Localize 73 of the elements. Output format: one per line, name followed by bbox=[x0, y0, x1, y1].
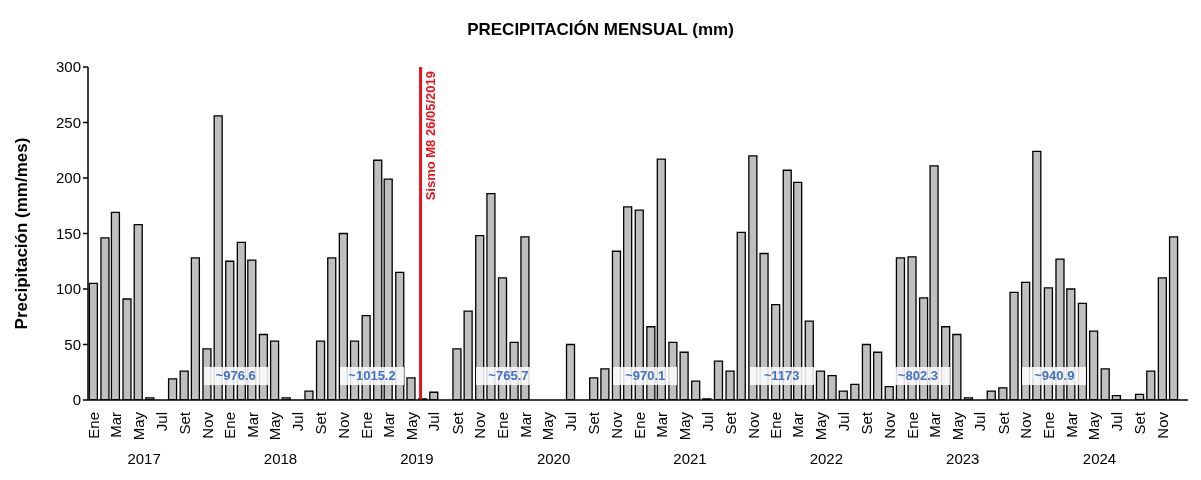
x-tick-label: Mar bbox=[379, 412, 397, 438]
text: 2024 bbox=[1081, 450, 1118, 467]
annotation: ~970.1 bbox=[613, 366, 678, 385]
x-tick-label: Nov bbox=[471, 411, 489, 439]
x-tick-label: Set bbox=[1131, 411, 1149, 435]
x-tick-label: Mar bbox=[653, 412, 671, 438]
x-tick-label: May bbox=[402, 411, 420, 441]
chart-title: PRECIPITACIÓN MENSUAL (mm) bbox=[466, 20, 735, 40]
x-tick-label: Ene bbox=[85, 412, 103, 439]
x-tick-label: Nov bbox=[744, 411, 762, 439]
x-tick-label: Nov bbox=[335, 411, 353, 439]
x-tick-label: Mar bbox=[925, 412, 943, 438]
x-tick-label: Nov bbox=[880, 411, 898, 439]
x-tick-label: Mar bbox=[789, 412, 807, 438]
x-tick-label: Set bbox=[312, 411, 330, 435]
annotation: ~1173 bbox=[749, 366, 814, 385]
x-tick-label: Nov bbox=[1017, 411, 1035, 439]
x-tick-label: Ene bbox=[357, 412, 375, 439]
x-tick-label: Jul bbox=[289, 412, 307, 432]
y-tick-label: 150 bbox=[55, 224, 81, 242]
x-tick-label: Ene bbox=[767, 412, 785, 439]
x-tick-label: Set bbox=[994, 411, 1012, 435]
x-tick-label: Ene bbox=[1040, 412, 1058, 439]
x-tick-label: Jul bbox=[425, 412, 443, 432]
y-tick-label: 0 bbox=[72, 391, 81, 409]
x-tick-label: Ene bbox=[630, 412, 648, 439]
x-tick-label: May bbox=[539, 411, 557, 441]
x-tick-label: Mar bbox=[107, 412, 125, 438]
y-tick-label: 250 bbox=[55, 113, 81, 131]
text: 2023 bbox=[945, 450, 981, 467]
x-tick-label: Set bbox=[448, 411, 466, 435]
x-tick-label: May bbox=[266, 411, 284, 441]
x-tick-label: May bbox=[812, 411, 830, 441]
annotation: ~976.6 bbox=[203, 366, 268, 385]
x-tick-label: Ene bbox=[221, 412, 239, 439]
x-tick-label: Ene bbox=[903, 412, 921, 439]
x-tick-label: May bbox=[1085, 411, 1103, 441]
text: 2020 bbox=[535, 450, 572, 467]
x-tick-label: Mar bbox=[516, 412, 534, 438]
y-tick-label: 300 bbox=[55, 58, 81, 76]
text: 2022 bbox=[808, 450, 845, 467]
annotation: ~765.7 bbox=[476, 366, 541, 385]
text: 2019 bbox=[399, 450, 435, 467]
ref-line-label: Sismo M8 26/05/2019 bbox=[422, 71, 438, 201]
x-tick-label: Jul bbox=[1108, 412, 1126, 432]
annotation: ~802.3 bbox=[885, 366, 950, 385]
x-tick-label: Jul bbox=[152, 412, 170, 432]
x-tick-label: May bbox=[675, 411, 693, 441]
x-tick-label: Mar bbox=[243, 412, 261, 438]
x-tick-label: Nov bbox=[608, 411, 626, 439]
annotation: ~940.9 bbox=[1022, 366, 1087, 385]
x-tick-label: Set bbox=[858, 411, 876, 435]
x-tick-label: Set bbox=[721, 411, 739, 435]
x-tick-label: Mar bbox=[1062, 412, 1080, 438]
x-tick-label: Jul bbox=[971, 412, 989, 432]
x-tick-label: Nov bbox=[1154, 411, 1172, 439]
text: 2018 bbox=[262, 450, 299, 467]
text: 2021 bbox=[672, 450, 708, 467]
text: 2017 bbox=[126, 450, 162, 467]
y-tick-label: 200 bbox=[55, 169, 81, 187]
annotation: ~1015.2 bbox=[340, 366, 405, 385]
x-tick-label: May bbox=[129, 411, 147, 441]
x-tick-label: Set bbox=[585, 411, 603, 435]
x-tick-label: Set bbox=[175, 411, 193, 435]
x-tick-label: Jul bbox=[835, 412, 852, 432]
x-tick-label: Nov bbox=[198, 411, 216, 439]
y-tick-label: 100 bbox=[55, 280, 81, 298]
x-tick-label: May bbox=[948, 411, 966, 441]
x-tick-label: Jul bbox=[698, 412, 716, 432]
x-tick-label: Jul bbox=[562, 412, 580, 432]
y-axis-title: Precipitación (mm/mes) bbox=[12, 137, 32, 330]
y-tick-label: 50 bbox=[64, 335, 81, 353]
x-tick-label: Ene bbox=[494, 412, 512, 439]
